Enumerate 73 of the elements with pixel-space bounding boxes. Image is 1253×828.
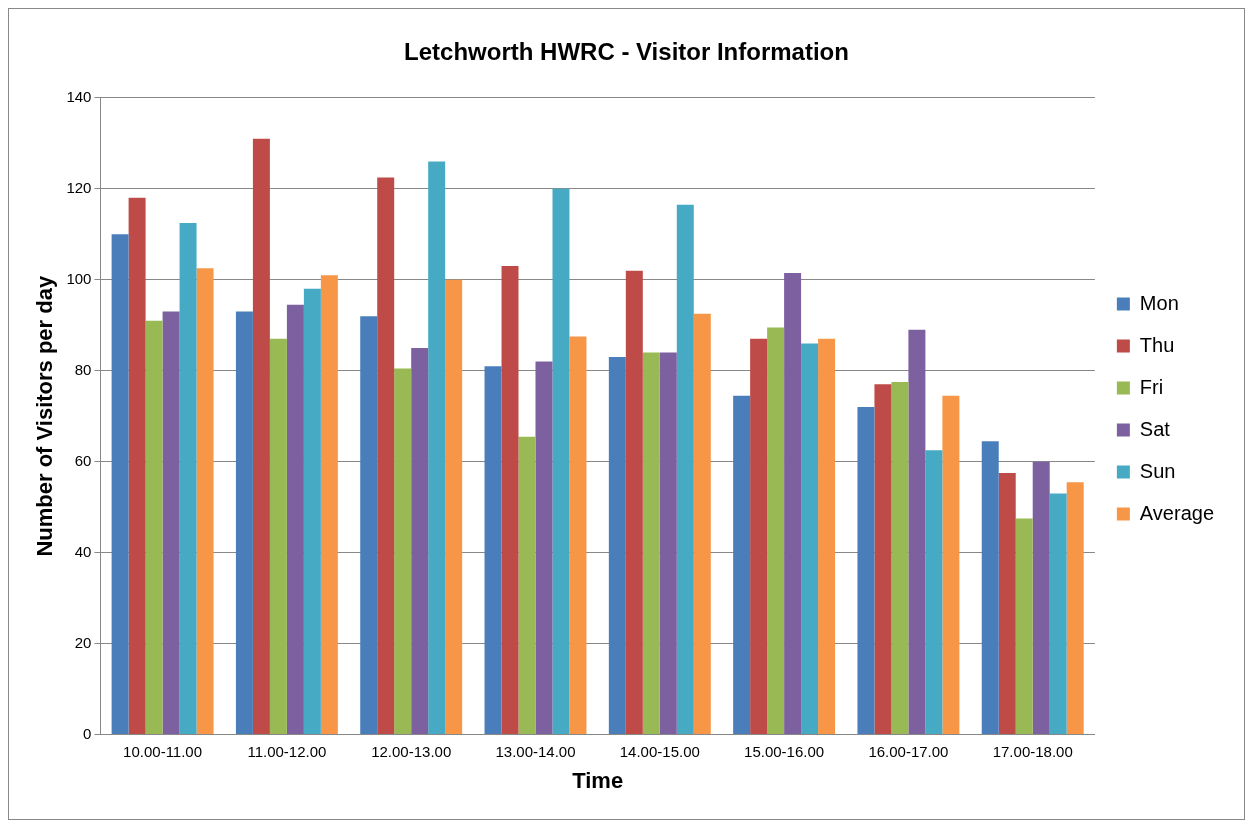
- y-tick-label: 0: [83, 724, 92, 742]
- bar: [1032, 461, 1050, 735]
- bar: [767, 327, 785, 735]
- bar: [128, 197, 146, 735]
- x-tick-label: 13.00-14.00: [495, 742, 576, 760]
- x-tick-label: 17.00-18.00: [992, 742, 1073, 760]
- legend-label: Thu: [1139, 333, 1175, 356]
- bar: [981, 441, 999, 735]
- bar: [320, 275, 338, 735]
- y-tick-label: 80: [74, 360, 92, 378]
- y-tick-label: 100: [66, 269, 92, 287]
- bar: [874, 384, 892, 735]
- bar: [235, 311, 253, 735]
- x-tick-label: 14.00-15.00: [619, 742, 700, 760]
- bar: [818, 338, 836, 735]
- bar: [1066, 482, 1084, 735]
- bar: [925, 450, 943, 735]
- legend-label: Sun: [1139, 459, 1176, 482]
- bar: [411, 347, 429, 735]
- bar: [360, 316, 378, 735]
- bar: [857, 407, 875, 735]
- y-tick-label: 120: [66, 178, 92, 196]
- bar: [676, 204, 694, 735]
- bar: [733, 395, 751, 735]
- bar: [162, 311, 180, 735]
- bar: [750, 338, 768, 735]
- bar: [891, 382, 909, 735]
- bar: [179, 222, 197, 735]
- legend-label: Average: [1139, 501, 1215, 524]
- bar: [569, 336, 587, 735]
- bar: [1015, 518, 1033, 735]
- x-axis-title: Time: [572, 767, 624, 793]
- y-axis-title: Number of Visitors per day: [32, 275, 58, 557]
- bar: [111, 234, 129, 735]
- bar: [693, 313, 711, 735]
- bar: [196, 268, 214, 735]
- y-tick-label: 140: [66, 87, 92, 105]
- legend-label: Fri: [1139, 375, 1164, 398]
- y-tick-label: 60: [74, 451, 92, 469]
- chart-title: Letchworth HWRC - Visitor Information: [404, 38, 849, 66]
- y-tick-label: 40: [74, 542, 92, 560]
- bar: [269, 338, 287, 735]
- bar: [552, 188, 570, 735]
- bar: [908, 329, 926, 735]
- bar: [518, 436, 536, 735]
- bar: [501, 266, 519, 735]
- bar: [642, 352, 660, 735]
- bar: [484, 366, 502, 735]
- bar: [942, 395, 960, 735]
- bar: [252, 138, 270, 735]
- bar: [784, 272, 802, 735]
- bar: [445, 279, 463, 735]
- bar: [286, 304, 304, 735]
- bar: [801, 343, 819, 735]
- bar: [377, 177, 395, 735]
- bar: [394, 368, 412, 735]
- bar: [535, 361, 553, 735]
- bar: [608, 357, 626, 735]
- bar: [625, 270, 643, 735]
- bar: [998, 473, 1016, 735]
- x-tick-label: 12.00-13.00: [371, 742, 452, 760]
- x-tick-label: 10.00-11.00: [123, 742, 203, 760]
- bar: [428, 161, 446, 735]
- bar: [303, 288, 321, 735]
- legend-label: Mon: [1139, 291, 1179, 314]
- bar: [145, 320, 163, 735]
- x-tick-label: 11.00-12.00: [247, 742, 327, 760]
- x-tick-label: 15.00-16.00: [744, 742, 825, 760]
- bar: [659, 352, 677, 735]
- y-tick-label: 20: [74, 633, 92, 651]
- x-tick-label: 16.00-17.00: [868, 742, 949, 760]
- legend-label: Sat: [1139, 417, 1171, 440]
- bar: [1049, 493, 1067, 735]
